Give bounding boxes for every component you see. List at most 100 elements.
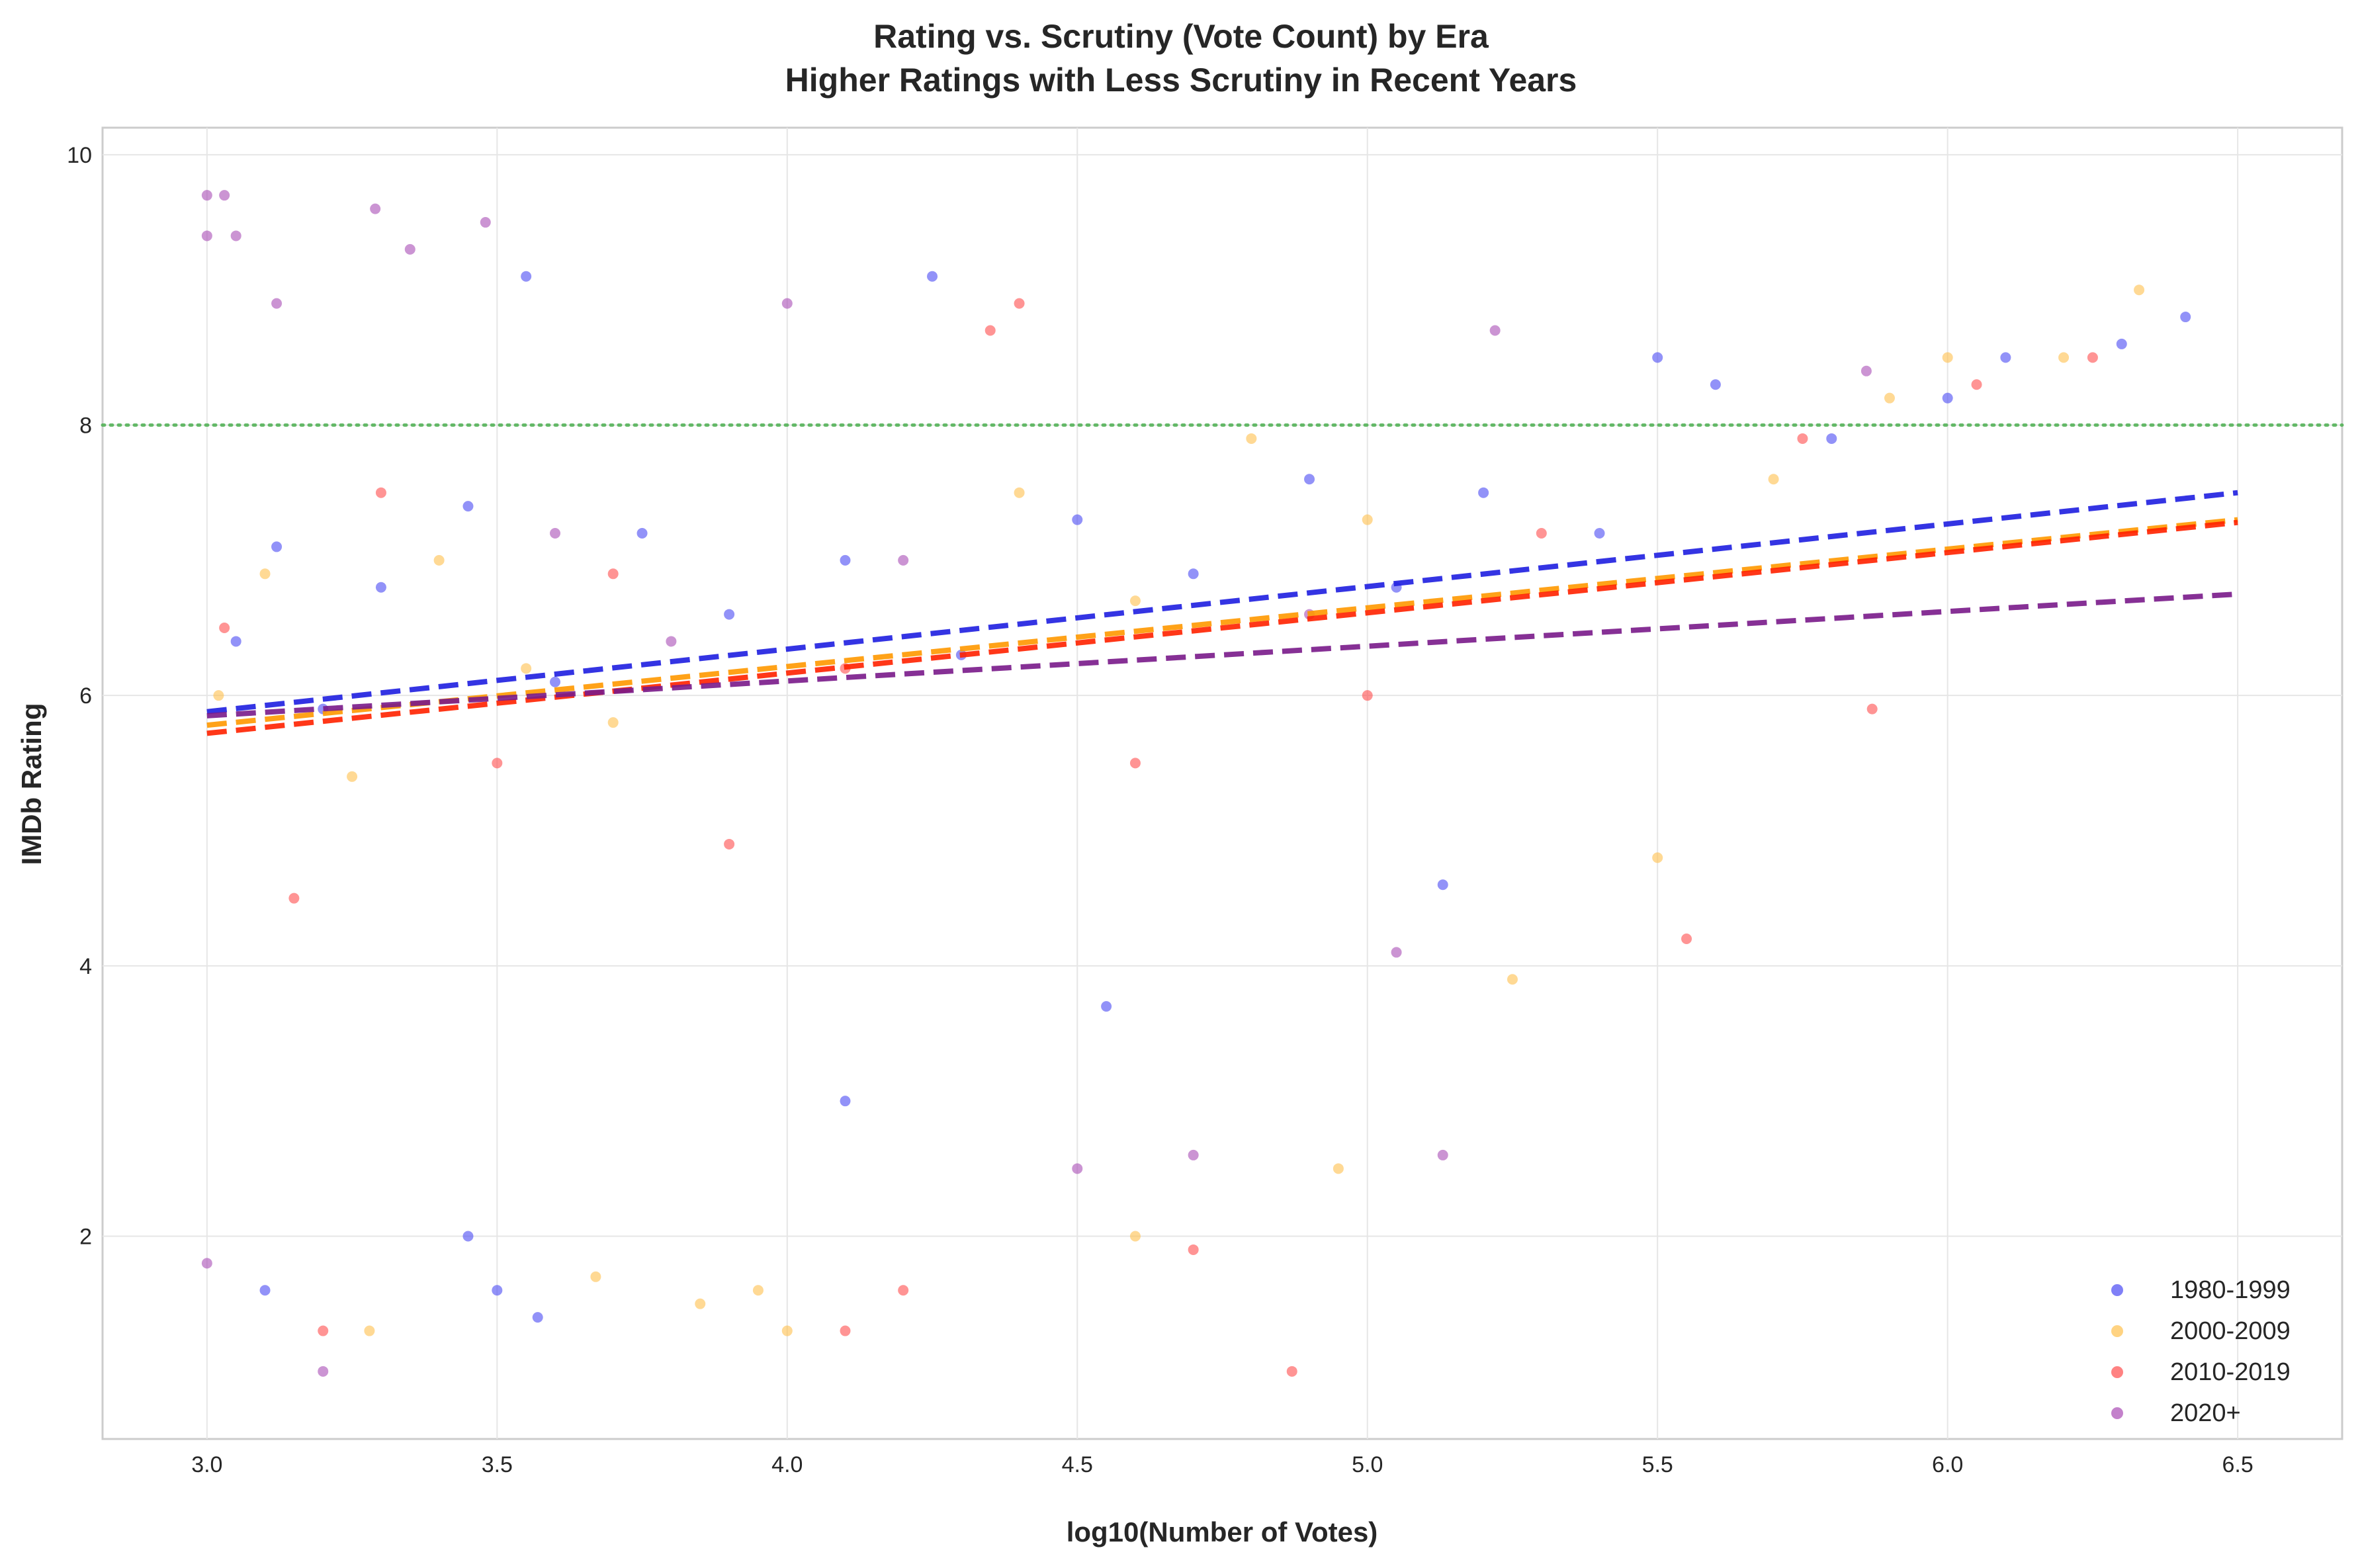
legend-label: 1980-1999 xyxy=(2170,1276,2291,1304)
x-tick-label: 5.0 xyxy=(1352,1452,1383,1477)
scatter-point-series-0 xyxy=(1072,514,1083,525)
scatter-point-series-0 xyxy=(1188,568,1199,580)
x-axis-label: log10(Number of Votes) xyxy=(1067,1516,1378,1547)
legend: 1980-1999 2000-2009 2010-2019 2020+ xyxy=(2111,1276,2291,1427)
y-tick-label: 2 xyxy=(79,1225,92,1250)
scatter-point-series-3 xyxy=(898,554,909,566)
scatter-point-series-0 xyxy=(375,582,386,593)
scatter-point-series-0 xyxy=(462,501,474,512)
y-tick-label: 6 xyxy=(79,683,92,709)
scatter-point-series-1 xyxy=(1652,852,1663,863)
chart-title: Rating vs. Scrutiny (Vote Count) by Era xyxy=(873,18,1489,55)
scatter-point-series-2 xyxy=(1971,379,1982,390)
scatter-point-series-3 xyxy=(550,527,561,539)
scatter-point-series-0 xyxy=(1710,379,1721,390)
scatter-point-series-0 xyxy=(271,541,283,552)
scatter-points xyxy=(201,190,2191,1377)
chart-subtitle: Higher Ratings with Less Scrutiny in Rec… xyxy=(785,62,1577,99)
scatter-point-series-0 xyxy=(1478,487,1489,498)
scatter-point-series-2 xyxy=(1286,1366,1297,1377)
scatter-point-series-2 xyxy=(492,758,503,769)
y-ticks: 2 4 6 8 10 xyxy=(67,143,92,1250)
scatter-point-series-3 xyxy=(1489,325,1501,336)
scatter-point-series-1 xyxy=(1246,433,1257,444)
x-tick-label: 6.5 xyxy=(2222,1452,2253,1477)
scatter-point-series-1 xyxy=(2058,352,2070,363)
scatter-point-series-0 xyxy=(462,1231,474,1242)
scatter-point-series-2 xyxy=(318,1325,329,1336)
scatter-point-series-0 xyxy=(532,1312,543,1323)
scatter-point-series-2 xyxy=(219,623,230,634)
scatter-point-series-1 xyxy=(1362,514,1373,525)
scatter-point-series-2 xyxy=(840,1325,851,1336)
scatter-point-series-2 xyxy=(1188,1244,1199,1255)
plot-area xyxy=(101,126,2343,1440)
scatter-point-series-0 xyxy=(2116,338,2127,349)
scatter-point-series-0 xyxy=(1826,433,1837,444)
scatter-point-series-0 xyxy=(1942,392,1953,404)
scatter-point-series-3 xyxy=(318,1366,329,1377)
scatter-point-series-1 xyxy=(521,663,532,674)
scatter-point-series-3 xyxy=(370,203,381,214)
scatter-point-series-0 xyxy=(492,1285,503,1296)
scatter-point-series-2 xyxy=(984,325,996,336)
x-tick-label: 3.5 xyxy=(482,1452,513,1477)
scatter-point-series-2 xyxy=(1014,298,1025,309)
scatter-point-series-0 xyxy=(636,527,648,539)
scatter-point-series-1 xyxy=(259,568,271,580)
scatter-point-series-3 xyxy=(404,243,416,255)
scatter-point-series-2 xyxy=(1797,433,1808,444)
scatter-point-series-1 xyxy=(1333,1163,1344,1174)
scatter-point-series-1 xyxy=(1014,487,1025,498)
y-tick-label: 10 xyxy=(67,143,92,168)
scatter-point-series-0 xyxy=(521,271,532,282)
scatter-point-series-3 xyxy=(781,298,793,309)
scatter-point-series-3 xyxy=(230,230,241,241)
scatter-point-series-2 xyxy=(1866,703,1878,715)
scatter-point-series-3 xyxy=(480,217,491,228)
scatter-point-series-1 xyxy=(213,690,224,701)
scatter-point-series-3 xyxy=(201,190,212,201)
scatter-point-series-3 xyxy=(1860,365,1872,376)
legend-label: 2010-2019 xyxy=(2170,1358,2291,1386)
scatter-point-series-2 xyxy=(1681,933,1692,944)
x-tick-label: 3.0 xyxy=(191,1452,222,1477)
scatter-point-series-2 xyxy=(1362,690,1373,701)
scatter-point-series-2 xyxy=(607,568,619,580)
trend-line-series-2 xyxy=(206,519,2238,736)
scatter-point-series-1 xyxy=(607,717,619,728)
scatter-point-series-3 xyxy=(1391,947,1402,958)
scatter-point-series-0 xyxy=(550,676,561,687)
scatter-point-series-2 xyxy=(898,1285,909,1296)
scatter-point-series-3 xyxy=(201,1258,212,1269)
scatter-point-series-0 xyxy=(1101,1001,1112,1012)
scatter-point-series-3 xyxy=(1188,1149,1199,1160)
scatter-point-series-0 xyxy=(1437,879,1448,891)
x-ticks: 3.0 3.5 4.0 4.5 5.0 5.5 6.0 6.5 xyxy=(191,1452,2253,1477)
scatter-point-series-1 xyxy=(1768,474,1779,485)
scatter-point-series-0 xyxy=(230,636,241,647)
scatter-point-series-0 xyxy=(259,1285,271,1296)
y-axis-label: IMDb Rating xyxy=(16,703,47,865)
y-tick-label: 8 xyxy=(79,414,92,439)
legend-marker xyxy=(2111,1325,2123,1337)
scatter-point-series-3 xyxy=(219,190,230,201)
scatter-point-series-2 xyxy=(1129,758,1141,769)
scatter-point-series-1 xyxy=(2134,284,2145,296)
scatter-point-series-3 xyxy=(201,230,212,241)
scatter-point-series-2 xyxy=(2087,352,2098,363)
trend-line-series-0 xyxy=(206,490,2238,715)
x-tick-label: 5.5 xyxy=(1642,1452,1673,1477)
legend-marker xyxy=(2111,1284,2123,1296)
scatter-point-series-1 xyxy=(752,1285,764,1296)
scatter-point-series-1 xyxy=(1129,1231,1141,1242)
trend-line-series-3 xyxy=(206,591,2238,719)
scatter-point-series-0 xyxy=(927,271,938,282)
scatter-point-series-0 xyxy=(1594,527,1605,539)
scatter-point-series-1 xyxy=(347,771,358,782)
scatter-point-series-3 xyxy=(666,636,677,647)
scatter-point-series-1 xyxy=(781,1325,793,1336)
scatter-point-series-0 xyxy=(2180,312,2191,323)
scatter-point-series-3 xyxy=(1072,1163,1083,1174)
